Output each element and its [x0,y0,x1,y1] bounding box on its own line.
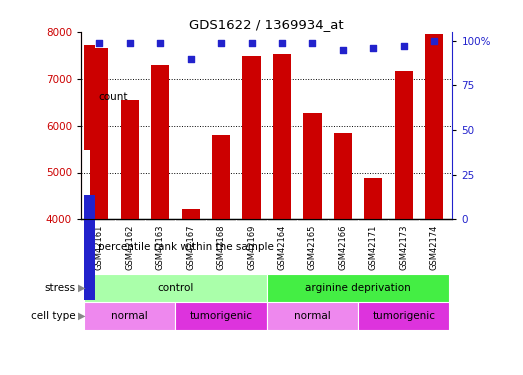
Title: GDS1622 / 1369934_at: GDS1622 / 1369934_at [189,18,344,31]
Bar [303,113,322,219]
Point [400,43,408,49]
Bar [84,45,95,150]
Bar [151,64,169,219]
Bar [364,178,382,219]
Text: GSM42167: GSM42167 [186,225,195,270]
Bar [181,209,200,219]
Point [95,40,104,46]
Text: tumorigenic: tumorigenic [189,311,253,321]
Bar [121,100,139,219]
Text: tumorigenic: tumorigenic [372,311,435,321]
Text: cell type: cell type [31,311,76,321]
Text: ▶: ▶ [78,283,86,293]
Point [430,38,438,44]
Bar [84,195,95,300]
Point [187,56,195,62]
Bar [358,302,449,330]
Bar [175,302,267,330]
Point [217,40,225,46]
Text: arginine deprivation: arginine deprivation [305,283,411,293]
Bar [334,133,352,219]
Text: stress: stress [44,283,76,293]
Bar [84,302,175,330]
Point [126,40,134,46]
Text: GSM42163: GSM42163 [156,225,165,270]
Text: ▶: ▶ [78,311,86,321]
Text: GSM42168: GSM42168 [217,225,225,270]
Text: GSM42166: GSM42166 [338,225,347,270]
Text: GSM42162: GSM42162 [126,225,134,270]
Text: control: control [157,283,194,293]
Text: GSM42161: GSM42161 [95,225,104,270]
Text: normal: normal [294,311,331,321]
Point [338,47,347,53]
Text: normal: normal [111,311,148,321]
Bar [394,71,413,219]
Text: count: count [98,93,128,102]
Bar [267,274,449,302]
Bar [90,48,108,219]
Point [369,45,378,51]
Bar [267,302,358,330]
Point [308,40,316,46]
Text: percentile rank within the sample: percentile rank within the sample [98,243,274,252]
Bar [273,54,291,219]
Point [278,40,286,46]
Text: GSM42173: GSM42173 [399,225,408,270]
Text: GSM42174: GSM42174 [429,225,439,270]
Point [156,40,164,46]
Bar [212,135,230,219]
Text: GSM42169: GSM42169 [247,225,256,270]
Point [247,40,256,46]
Bar [425,34,444,219]
Text: GSM42165: GSM42165 [308,225,317,270]
Text: GSM42164: GSM42164 [277,225,287,270]
Text: GSM42171: GSM42171 [369,225,378,270]
Bar [84,274,267,302]
Bar [242,56,260,219]
